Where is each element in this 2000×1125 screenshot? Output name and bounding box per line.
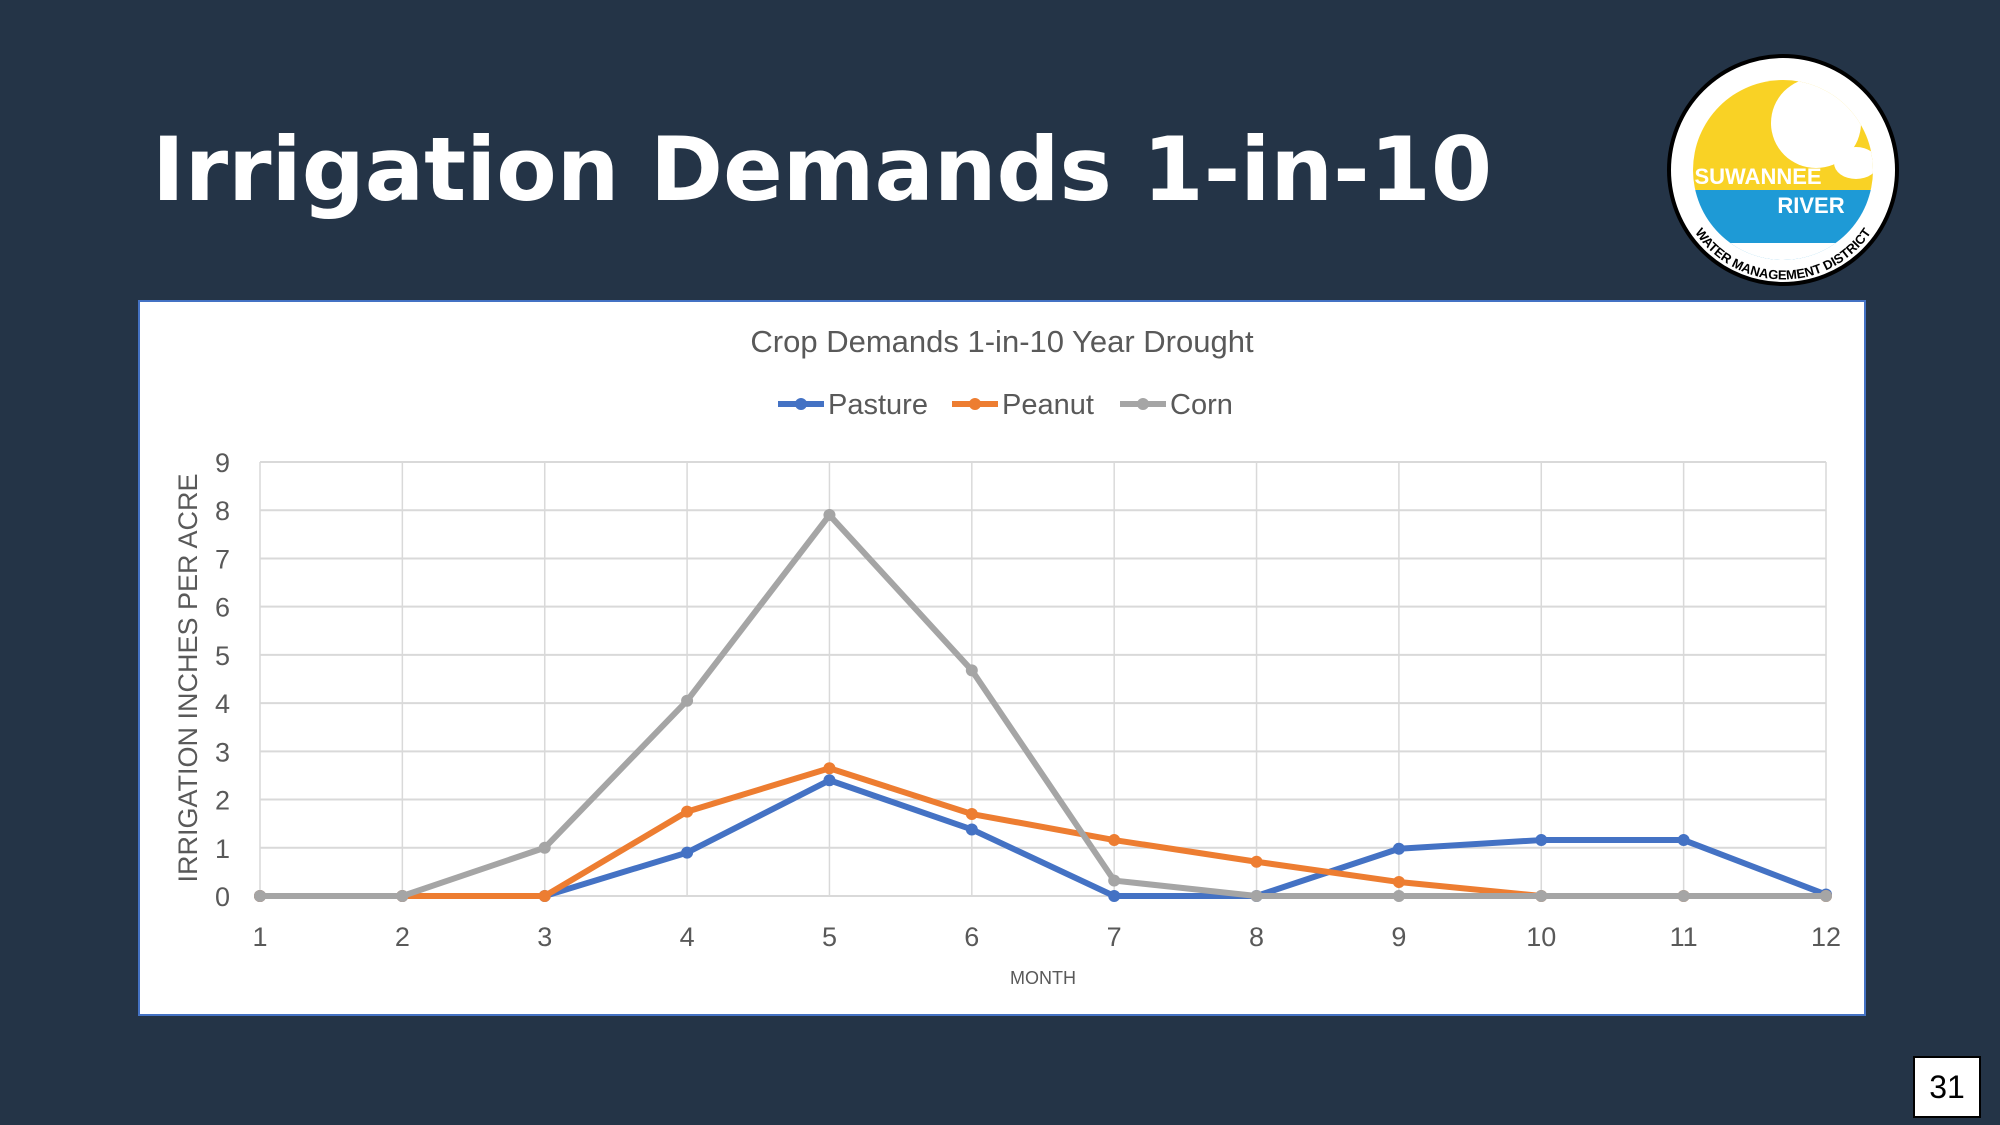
x-tick-label: 11	[1670, 922, 1698, 952]
series-pasture	[254, 774, 1832, 902]
data-point	[1677, 890, 1690, 902]
y-tick-label: 4	[215, 689, 230, 719]
legend-item-corn: Corn	[1120, 389, 1233, 421]
legend-item-peanut: Peanut	[952, 389, 1094, 421]
legend: Pasture Peanut Corn	[778, 389, 1233, 421]
series-lines	[254, 509, 1832, 902]
x-tick-label: 8	[1249, 922, 1264, 952]
y-axis-ticks: 0 1 2 3 4 5 6 7 8 9	[215, 448, 230, 912]
data-point	[1820, 890, 1832, 902]
legend-marker	[969, 398, 981, 410]
data-point	[681, 805, 694, 818]
data-point	[1250, 890, 1263, 902]
suwannee-river-logo: SUWANNEE RIVER WATER MANAGEMENT DISTRICT	[1667, 54, 1899, 286]
y-tick-label: 5	[215, 641, 230, 671]
data-point	[823, 762, 836, 775]
x-tick-label: 5	[822, 922, 837, 952]
x-tick-label: 9	[1391, 922, 1406, 952]
chart-container: Crop Demands 1-in-10 Year Drought Pastur…	[138, 300, 1866, 1016]
legend-marker	[795, 398, 807, 410]
x-tick-label: 3	[537, 922, 552, 952]
y-tick-label: 1	[215, 834, 230, 864]
series-line	[260, 512, 1826, 899]
slide-title: Irrigation Demands 1-in-10	[152, 118, 1493, 221]
data-point	[1677, 834, 1690, 847]
data-point	[538, 890, 551, 902]
x-axis-ticks: 1 2 3 4 5 6 7 8 9 10 11 12	[252, 922, 1841, 952]
data-point	[1108, 890, 1121, 902]
series-corn	[254, 509, 1832, 902]
y-tick-label: 8	[215, 496, 230, 526]
legend-label: Corn	[1170, 389, 1233, 421]
data-point	[1108, 834, 1121, 847]
data-point	[823, 774, 836, 787]
data-point	[1535, 890, 1548, 902]
series-peanut	[254, 762, 1832, 902]
chart-title: Crop Demands 1-in-10 Year Drought	[750, 324, 1254, 359]
data-point	[681, 694, 694, 707]
legend-marker	[1137, 398, 1149, 410]
x-tick-label: 1	[252, 922, 267, 952]
svg-text:RIVER: RIVER	[1777, 193, 1844, 218]
y-tick-label: 6	[215, 593, 230, 623]
gridlines	[259, 461, 1827, 897]
legend-item-pasture: Pasture	[778, 389, 928, 421]
series-line	[260, 777, 1828, 899]
data-point	[965, 808, 978, 821]
data-point	[1250, 855, 1263, 868]
y-tick-label: 7	[215, 544, 230, 574]
data-point	[1392, 842, 1405, 855]
data-point	[1392, 890, 1405, 902]
data-point	[1392, 876, 1405, 889]
data-point	[1108, 874, 1121, 887]
data-point	[965, 664, 978, 677]
data-point	[396, 890, 409, 902]
legend-label: Peanut	[1002, 389, 1094, 421]
x-tick-label: 7	[1107, 922, 1122, 952]
y-axis-label: IRRIGATION INCHES PER ACRE	[173, 473, 203, 882]
y-tick-label: 9	[215, 448, 230, 478]
data-point	[538, 841, 551, 854]
x-tick-label: 4	[680, 922, 695, 952]
y-tick-label: 0	[215, 882, 230, 912]
x-axis-label: MONTH	[1010, 968, 1076, 988]
series-line	[260, 765, 1826, 899]
data-point	[1535, 834, 1548, 847]
page-number: 31	[1913, 1056, 1981, 1118]
y-tick-label: 2	[215, 786, 230, 816]
data-point	[965, 823, 978, 836]
legend-label: Pasture	[828, 389, 928, 421]
x-tick-label: 2	[395, 922, 410, 952]
data-point	[254, 890, 266, 902]
x-tick-label: 6	[964, 922, 979, 952]
y-tick-label: 3	[215, 737, 230, 767]
svg-text:SUWANNEE: SUWANNEE	[1694, 164, 1821, 189]
x-tick-label: 12	[1811, 922, 1841, 952]
line-chart: Crop Demands 1-in-10 Year Drought Pastur…	[173, 324, 1841, 988]
x-tick-label: 10	[1526, 922, 1556, 952]
data-point	[681, 846, 694, 859]
data-point	[823, 509, 836, 522]
